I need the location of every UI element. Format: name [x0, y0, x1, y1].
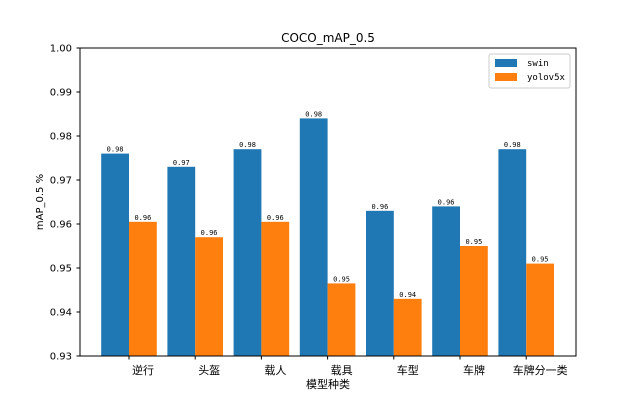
bar-swin-6: [498, 149, 527, 356]
chart-title: COCO_mAP_0.5: [281, 31, 375, 45]
bar-swin-2: [233, 149, 262, 356]
x-tick-label-4: 车型: [397, 363, 419, 377]
bar-swin-3: [299, 118, 328, 357]
bar-swin-4: [366, 210, 394, 356]
x-tick-label-3: 载具: [331, 364, 353, 377]
bar-yolov5x-0: [129, 221, 157, 356]
x-tick-label-2: 载人: [264, 364, 286, 377]
bar-label-swin-5: 0.96: [438, 198, 455, 206]
bar-yolov5x-3: [327, 283, 356, 356]
bar-label-swin-3: 0.98: [305, 110, 322, 118]
bar-swin-1: [167, 166, 196, 356]
bar-label-swin-1: 0.97: [173, 159, 190, 167]
bar-labels-group: 0.98 0.96 0.97 0.96 0.98 0.96 0.98 0.95 0.96 0.94…: [107, 110, 549, 298]
bar-label-yolov5x-2: 0.96: [267, 214, 284, 222]
bar-label-swin-4: 0.96: [371, 203, 388, 211]
bar-label-yolov5x-1: 0.96: [201, 229, 218, 237]
legend-label-swin: swin: [527, 59, 549, 69]
bar-label-swin-0: 0.98: [107, 146, 124, 154]
bars-group: [101, 118, 554, 357]
bar-swin-5: [432, 206, 460, 356]
bar-label-swin-6: 0.98: [504, 141, 521, 149]
legend-swatch-yolov5x: [495, 73, 517, 81]
bar-label-yolov5x-4: 0.94: [399, 291, 416, 299]
x-tick-label-6: 车牌分一类: [513, 363, 568, 377]
y-tick-label-4: 0.97: [50, 176, 72, 187]
bar-label-yolov5x-6: 0.95: [532, 256, 549, 264]
x-tick-label-1: 头盔: [198, 363, 220, 377]
legend-label-yolov5x: yolov5x: [527, 73, 566, 83]
y-tick-label-7: 1.00: [50, 44, 72, 55]
y-tick-label-6: 0.99: [50, 88, 72, 99]
x-axis-label: 模型种类: [306, 377, 350, 391]
bar-yolov5x-1: [195, 237, 223, 356]
y-tick-label-0: 0.93: [50, 352, 72, 363]
y-tick-label-3: 0.96: [50, 220, 72, 231]
legend: swin yolov5x: [488, 53, 571, 89]
bar-yolov5x-2: [261, 221, 290, 356]
y-tick-label-2: 0.95: [50, 264, 72, 275]
x-tick-label-0: 逆行: [132, 363, 154, 377]
x-tick-label-5: 车牌: [463, 363, 485, 377]
y-axis: 0.93 0.94 0.95 0.96 0.97 0.98 0.99 1.00: [50, 44, 80, 363]
bar-label-swin-2: 0.98: [239, 141, 256, 149]
bar-yolov5x-4: [393, 298, 422, 356]
legend-swatch-swin: [495, 59, 517, 67]
bar-label-yolov5x-3: 0.95: [333, 275, 350, 283]
bar-label-yolov5x-5: 0.95: [465, 238, 482, 246]
bar-swin-0: [101, 153, 129, 356]
y-tick-label-5: 0.98: [50, 132, 72, 143]
bar-yolov5x-5: [460, 246, 488, 356]
bar-yolov5x-6: [526, 263, 554, 356]
bar-label-yolov5x-0: 0.96: [134, 214, 151, 222]
y-axis-label: mAP_0.5 %: [35, 174, 46, 230]
x-axis: 逆行 头盔 载人 载具 车型 车牌 车牌分一类: [128, 356, 568, 377]
y-tick-label-1: 0.94: [50, 308, 72, 319]
